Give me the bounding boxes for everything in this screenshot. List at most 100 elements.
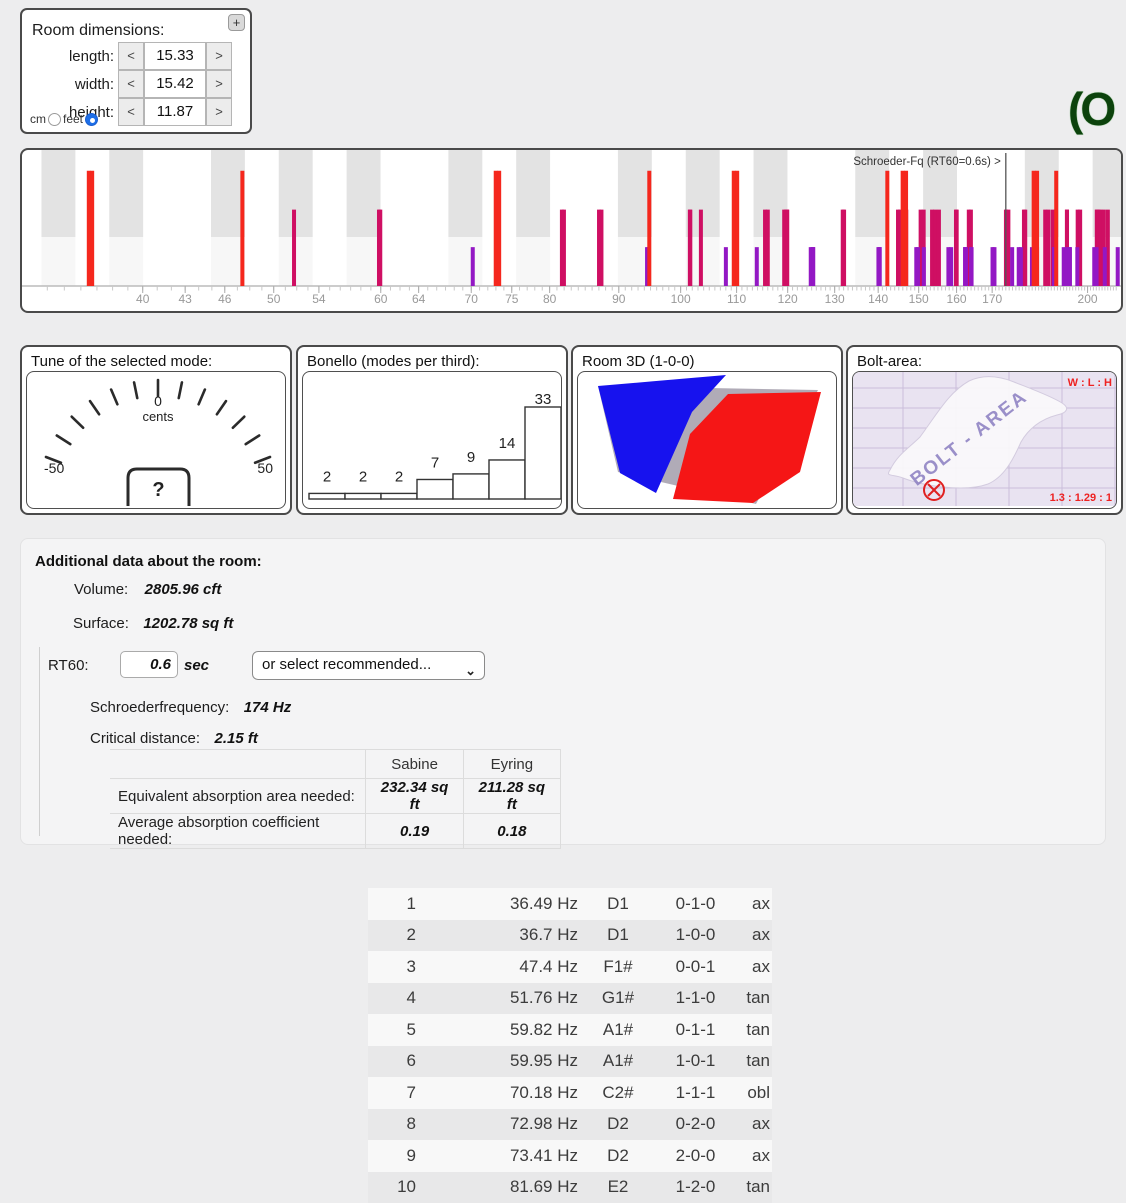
width-decrement-button[interactable]: < [118,70,144,98]
x-tick-label: 150 [909,292,929,306]
height-decrement-button[interactable]: < [118,98,144,126]
mode-bar-tangential[interactable] [842,210,846,286]
recommended-rt60-select[interactable]: or select recommended... ⌄ [252,651,485,680]
mode-bar-tangential[interactable] [1046,210,1050,286]
room3d-svg[interactable] [578,372,837,506]
height-value-field[interactable]: 11.87 [144,98,206,126]
mode-bar-tangential[interactable] [1006,210,1010,286]
length-increment-button[interactable]: > [206,42,232,70]
mode-bar-axial[interactable] [904,171,908,286]
bonello-bar-value: 2 [359,468,367,485]
length-value-field[interactable]: 15.33 [144,42,206,70]
width-value-field[interactable]: 15.42 [144,70,206,98]
mode-bar-oblique[interactable] [916,247,920,286]
mode-bar-axial[interactable] [1032,171,1036,286]
cm-label: cm [30,112,46,126]
mode-bar-axial[interactable] [735,171,739,286]
width-increment-button[interactable]: > [206,70,232,98]
piano-black-key-band [109,150,143,237]
x-tick-label: 40 [136,292,150,306]
feet-radio[interactable] [85,113,98,126]
mode-bar-axial[interactable] [90,171,94,286]
mode-bar-tangential[interactable] [688,210,692,286]
mode-bar-tangential[interactable] [562,210,566,286]
mode-bar-oblique[interactable] [1103,247,1107,286]
mode-bar-oblique[interactable] [1019,247,1023,286]
gauge-tick [199,390,205,405]
mode-bar-axial[interactable] [1054,171,1058,286]
mode-bar-axial[interactable] [885,171,889,286]
width-row: width: < 15.42 > [22,70,232,98]
mode-note: F1# [578,957,658,977]
mode-bar-tangential[interactable] [599,210,603,286]
mode-bar-tangential[interactable] [766,210,770,286]
cm-radio[interactable] [48,113,61,126]
mode-note: A1# [578,1051,658,1071]
mode-bar-oblique[interactable] [949,247,953,286]
mode-bar-oblique[interactable] [992,247,996,286]
height-increment-button[interactable]: > [206,98,232,126]
mode-type: ax [733,894,772,914]
gauge-tick [233,417,245,428]
mode-bar-oblique[interactable] [471,247,475,286]
mode-bar-oblique[interactable] [1095,247,1099,286]
mode-bar-tangential[interactable] [933,210,937,286]
mode-note: D2 [578,1146,658,1166]
length-decrement-button[interactable]: < [118,42,144,70]
mode-bar-axial[interactable] [647,171,651,286]
mode-index: 7 [368,1083,428,1103]
mode-bar-oblique[interactable] [1068,247,1072,286]
expand-button[interactable]: + [228,14,245,31]
mode-bar-oblique[interactable] [1010,247,1014,286]
surface-row: Surface: 1202.78 sq ft [73,615,233,633]
gauge-question-label[interactable]: ? [152,479,164,501]
mode-bar-oblique[interactable] [1116,247,1120,286]
mode-bar-oblique[interactable] [1075,247,1079,286]
mode-bar-tangential[interactable] [378,210,382,286]
mode-bar-tangential[interactable] [1023,210,1027,286]
bolt-axes-label: W : L : H [1068,377,1112,389]
bonello-bar-value: 14 [499,435,516,452]
mode-bar-axial[interactable] [497,171,501,286]
mode-bar-oblique[interactable] [922,247,926,286]
mode-bar-tangential[interactable] [937,210,941,286]
mode-bar-tangential[interactable] [785,210,789,286]
mode-bar-tangential[interactable] [955,210,959,286]
mode-bar-oblique[interactable] [755,247,759,286]
mode-bar-axial[interactable] [901,171,905,286]
gauge-tick [90,401,99,414]
gauge-zero-label: 0 [154,393,162,409]
mode-bar-tangential[interactable] [292,210,296,286]
mode-bar-tangential[interactable] [699,210,703,286]
mode-bar-oblique[interactable] [970,247,974,286]
mode-bar-tangential[interactable] [1098,210,1102,286]
mode-bar-oblique[interactable] [724,247,728,286]
mode-bar-axial[interactable] [1035,171,1039,286]
rt60-input[interactable] [120,651,178,678]
mode-bar-oblique[interactable] [964,247,968,286]
mode-bar-oblique[interactable] [878,247,882,286]
mode-bar-oblique[interactable] [811,247,815,286]
app-logo[interactable]: (O [1068,82,1113,136]
x-tick-label: 170 [982,292,1002,306]
mode-bar-axial[interactable] [732,171,736,286]
room3d-view[interactable] [577,371,837,509]
volume-label: Volume: [74,581,128,598]
x-tick-label: 64 [412,292,426,306]
mode-bar-axial[interactable] [494,171,498,286]
mode-bar-axial[interactable] [240,171,244,286]
